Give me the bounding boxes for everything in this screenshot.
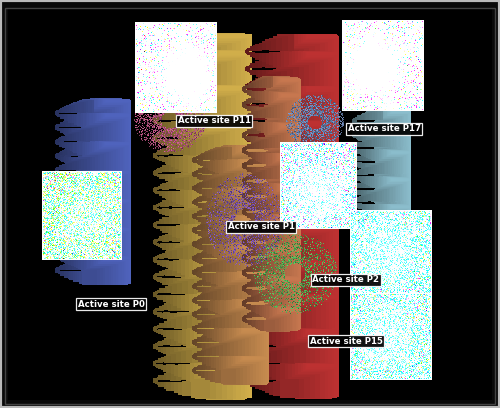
Text: Active site P1: Active site P1 [228, 222, 294, 231]
Text: Active site P2: Active site P2 [312, 275, 380, 284]
Text: Active site P17: Active site P17 [348, 124, 420, 133]
Text: Active site P11: Active site P11 [178, 116, 250, 125]
Text: Active site P15: Active site P15 [310, 337, 383, 346]
Text: Active site P0: Active site P0 [78, 300, 144, 309]
